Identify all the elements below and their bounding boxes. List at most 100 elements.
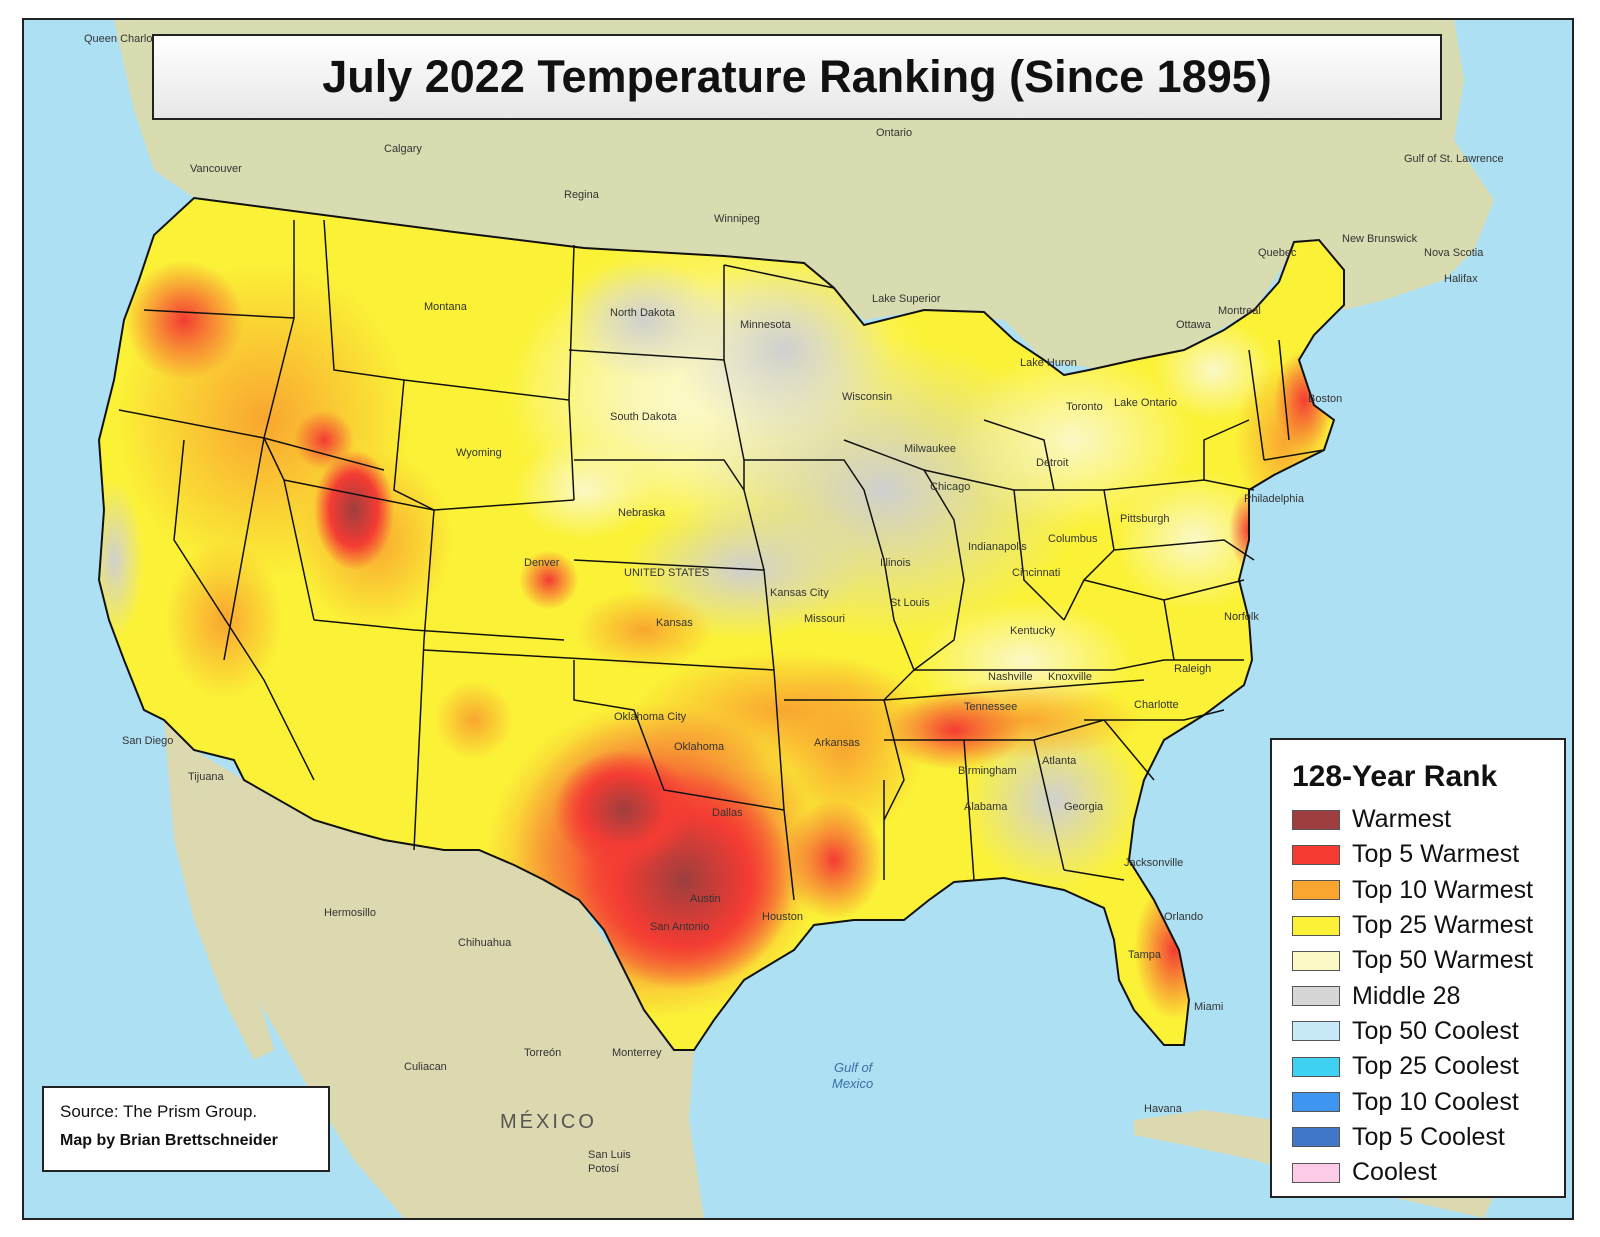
legend-swatch xyxy=(1292,1056,1340,1077)
label-regina: Regina xyxy=(564,189,600,201)
label-denver: Denver xyxy=(524,557,560,569)
label-ottawa: Ottawa xyxy=(1176,319,1212,331)
label-illinois: Illinois xyxy=(880,557,911,569)
source-box: Source: The Prism Group. Map by Brian Br… xyxy=(42,1086,330,1172)
legend-item: Top 10 Coolest xyxy=(1292,1084,1564,1119)
label-chihuahua: Chihuahua xyxy=(458,937,512,949)
legend-swatch xyxy=(1292,880,1340,901)
map-title: July 2022 Temperature Ranking (Since 189… xyxy=(322,51,1272,102)
legend-label: Coolest xyxy=(1352,1158,1437,1187)
legend-label: Top 25 Coolest xyxy=(1352,1052,1519,1081)
label-vancouver: Vancouver xyxy=(190,163,242,175)
legend-swatch xyxy=(1292,809,1340,830)
label-san-luis: San Luis xyxy=(588,1149,631,1161)
label-miami: Miami xyxy=(1194,1001,1223,1013)
legend-label: Top 25 Warmest xyxy=(1352,911,1534,940)
label-quebec: Quebec xyxy=(1258,247,1297,259)
label-san-antonio: San Antonio xyxy=(650,921,709,933)
label-wisconsin: Wisconsin xyxy=(842,391,892,403)
label-ontario: Ontario xyxy=(876,127,912,139)
label-atlanta: Atlanta xyxy=(1042,755,1077,767)
label-kansas: Kansas xyxy=(656,617,693,629)
label-culiacan: Culiacan xyxy=(404,1061,447,1073)
label-lake-huron: Lake Huron xyxy=(1020,357,1077,369)
label-norfolk: Norfolk xyxy=(1224,611,1259,623)
legend-item: Coolest xyxy=(1292,1155,1564,1190)
label-montreal: Montreal xyxy=(1218,305,1261,317)
label-raleigh: Raleigh xyxy=(1174,663,1211,675)
label-nebraska: Nebraska xyxy=(618,507,666,519)
legend-item: Top 5 Warmest xyxy=(1292,837,1564,872)
legend-item: Top 25 Warmest xyxy=(1292,908,1564,943)
map-frame: Queen Charlotte Sound Calgary Regina Win… xyxy=(22,18,1574,1220)
label-boston: Boston xyxy=(1308,393,1342,405)
label-alabama: Alabama xyxy=(964,801,1008,813)
label-chicago: Chicago xyxy=(930,481,970,493)
label-knoxville: Knoxville xyxy=(1048,671,1092,683)
baja-land xyxy=(164,720,274,1060)
legend-label: Warmest xyxy=(1352,805,1452,834)
label-gulf-of: Gulf of xyxy=(834,1060,874,1075)
label-cincinnati: Cincinnati xyxy=(1012,567,1060,579)
label-mexico: MÉXICO xyxy=(500,1110,597,1133)
label-dallas: Dallas xyxy=(712,807,743,819)
label-potosi: Potosí xyxy=(588,1163,619,1175)
legend: 128-Year Rank Warmest Top 5 Warmest Top 10… xyxy=(1270,738,1566,1198)
legend-label: Top 5 Coolest xyxy=(1352,1122,1505,1151)
label-calgary: Calgary xyxy=(384,143,422,155)
legend-swatch xyxy=(1292,1162,1340,1183)
label-nashville: Nashville xyxy=(988,671,1033,683)
legend-swatch xyxy=(1292,1021,1340,1042)
legend-label: Top 10 Coolest xyxy=(1352,1087,1519,1116)
source-text: Source: The Prism Group. xyxy=(60,1102,258,1121)
label-st-louis: St Louis xyxy=(890,597,930,609)
legend-swatch xyxy=(1292,1092,1340,1113)
legend-label: Top 10 Warmest xyxy=(1352,875,1534,904)
label-new-brunswick: New Brunswick xyxy=(1342,233,1418,245)
label-north-dakota: North Dakota xyxy=(610,307,676,319)
label-oklahoma: Oklahoma xyxy=(674,741,725,753)
label-charlotte: Charlotte xyxy=(1134,699,1179,711)
label-torreon: Torreón xyxy=(524,1047,561,1059)
label-lake-ontario: Lake Ontario xyxy=(1114,397,1177,409)
label-winnipeg: Winnipeg xyxy=(714,213,760,225)
map-title-box: July 2022 Temperature Ranking (Since 189… xyxy=(152,34,1442,120)
label-tijuana: Tijuana xyxy=(188,771,225,783)
label-philadelphia: Philadelphia xyxy=(1244,493,1305,505)
label-milwaukee: Milwaukee xyxy=(904,443,956,455)
label-jacksonville: Jacksonville xyxy=(1124,857,1183,869)
legend-item: Top 50 Warmest xyxy=(1292,943,1564,978)
legend-label: Top 5 Warmest xyxy=(1352,840,1520,869)
label-tampa: Tampa xyxy=(1128,949,1162,961)
label-georgia: Georgia xyxy=(1064,801,1104,813)
legend-item: Top 5 Coolest xyxy=(1292,1120,1564,1155)
label-san-diego: San Diego xyxy=(122,735,173,747)
label-hermosillo: Hermosillo xyxy=(324,907,376,919)
label-houston: Houston xyxy=(762,911,803,923)
legend-swatch xyxy=(1292,915,1340,936)
legend-label: Top 50 Coolest xyxy=(1352,1016,1519,1045)
label-columbus: Columbus xyxy=(1048,533,1098,545)
legend-item: Top 50 Coolest xyxy=(1292,1014,1564,1049)
legend-item: Top 25 Coolest xyxy=(1292,1049,1564,1084)
label-montana: Montana xyxy=(424,301,468,313)
label-lake-superior: Lake Superior xyxy=(872,293,941,305)
state-lines xyxy=(118,219,1325,901)
label-austin: Austin xyxy=(690,893,721,905)
label-detroit: Detroit xyxy=(1036,457,1068,469)
label-kentucky: Kentucky xyxy=(1010,625,1056,637)
place-labels: Queen Charlotte Sound Calgary Regina Win… xyxy=(84,33,1504,1175)
credit-text: Map by Brian Brettschneider xyxy=(60,1132,278,1149)
legend-swatch xyxy=(1292,950,1340,971)
label-toronto: Toronto xyxy=(1066,401,1103,413)
label-kansas-city: Kansas City xyxy=(770,587,829,599)
label-pittsburgh: Pittsburgh xyxy=(1120,513,1170,525)
rank-field xyxy=(99,198,1344,1050)
legend-swatch xyxy=(1292,844,1340,865)
legend-swatch xyxy=(1292,1127,1340,1148)
label-monterrey: Monterrey xyxy=(612,1047,662,1059)
legend-label: Top 50 Warmest xyxy=(1352,946,1534,975)
label-havana: Havana xyxy=(1144,1103,1183,1115)
label-indianapolis: Indianapolis xyxy=(968,541,1027,553)
legend-title: 128-Year Rank xyxy=(1292,760,1498,793)
